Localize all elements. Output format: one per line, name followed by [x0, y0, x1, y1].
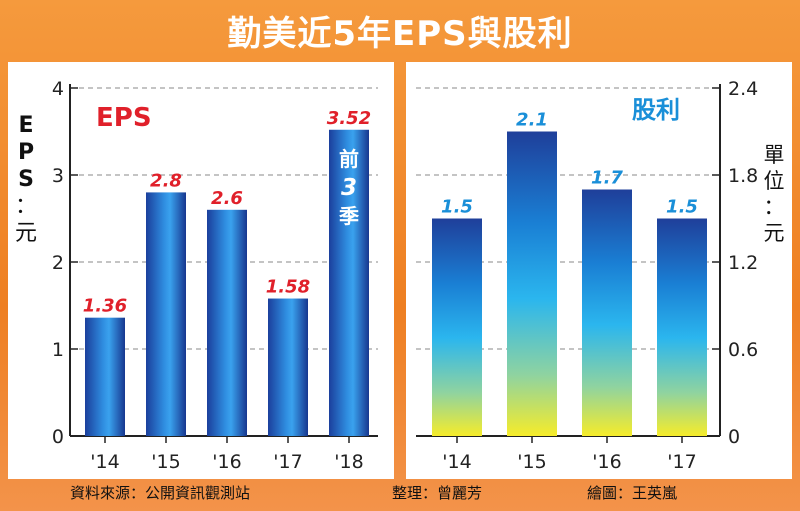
- y-tick-label: 0.6: [728, 339, 758, 361]
- data-label: 1.5: [666, 197, 698, 218]
- dividend-chart: 0 0.6 1.2 1.8 2.4 1.5 '14 2.1 '15 1.7 '16 1.5 '17 股利單…: [416, 78, 785, 473]
- data-label: 1.7: [591, 168, 623, 189]
- data-label: 2.1: [516, 110, 548, 131]
- x-tick-label: '16: [592, 451, 621, 473]
- y-axis-label-char: ：: [15, 194, 37, 219]
- y-axis-label-char: E: [18, 113, 33, 138]
- x-tick-label: '17: [667, 451, 696, 473]
- y-tick-label: 0: [52, 426, 64, 448]
- bar: [507, 131, 557, 436]
- x-tick-label: '14: [90, 451, 119, 473]
- data-label: 1.5: [441, 197, 473, 218]
- x-tick-label: '14: [442, 451, 471, 473]
- dividend-panel: 0 0.6 1.2 1.8 2.4 1.5 '14 2.1 '15 1.7 '16 1.5 '17 股利單…: [406, 62, 792, 479]
- y-tick-label: 3: [52, 165, 64, 187]
- bar: [268, 298, 308, 436]
- series-name: EPS: [96, 103, 152, 133]
- y-axis-label-char: 元: [15, 221, 37, 246]
- source-note: 資料來源：公開資訊觀測站: [70, 484, 251, 502]
- x-tick-label: '18: [334, 451, 363, 473]
- illustrator-note: 繪圖：王英嵐: [587, 484, 678, 502]
- bar-note-char: 3: [341, 175, 357, 201]
- eps-panel: 0 1 2 3 4 1.36 '14 2.8 '15 2.6 '16 1.58 '17 3.52 '18 EP…: [8, 62, 394, 479]
- y-axis-label-char: S: [18, 167, 34, 192]
- y-tick-label: 2: [52, 252, 64, 274]
- data-label: 2.6: [211, 188, 243, 209]
- y-axis-label-char: P: [18, 140, 34, 165]
- bar: [329, 129, 369, 436]
- bar-note-char: 前: [339, 147, 359, 171]
- bar: [657, 218, 707, 436]
- y-axis-label-char: 單: [764, 143, 785, 167]
- bar: [85, 317, 125, 436]
- y-tick-label: 1.2: [728, 252, 758, 274]
- bar: [146, 192, 186, 436]
- y-axis-label-char: 元: [764, 221, 785, 245]
- data-label: 1.36: [83, 296, 127, 317]
- eps-chart: 0 1 2 3 4 1.36 '14 2.8 '15 2.6 '16 1.58 '17 3.52 '18 EP…: [15, 78, 378, 473]
- series-name: 股利: [632, 96, 680, 124]
- x-tick-label: '16: [212, 451, 241, 473]
- editor-note: 整理：曾麗芳: [392, 484, 483, 502]
- bar: [582, 189, 632, 436]
- y-tick-label: 1.8: [728, 165, 758, 187]
- chart-title: 勤美近5年EPS與股利: [227, 14, 573, 54]
- y-tick-label: 1: [52, 339, 64, 361]
- data-label: 1.58: [266, 277, 310, 298]
- y-tick-label: 2.4: [728, 78, 758, 100]
- y-axis-label-char: 位: [764, 169, 785, 193]
- x-tick-label: '17: [273, 451, 302, 473]
- data-label: 2.8: [150, 170, 182, 191]
- bar-note-char: 季: [338, 204, 359, 228]
- x-tick-label: '15: [151, 451, 180, 473]
- bar: [207, 209, 247, 436]
- x-tick-label: '15: [517, 451, 546, 473]
- y-axis-label-char: ：: [764, 195, 785, 219]
- data-label: 3.52: [327, 108, 371, 129]
- bar: [432, 218, 482, 436]
- y-tick-label: 0: [728, 426, 740, 448]
- y-tick-label: 4: [52, 78, 64, 100]
